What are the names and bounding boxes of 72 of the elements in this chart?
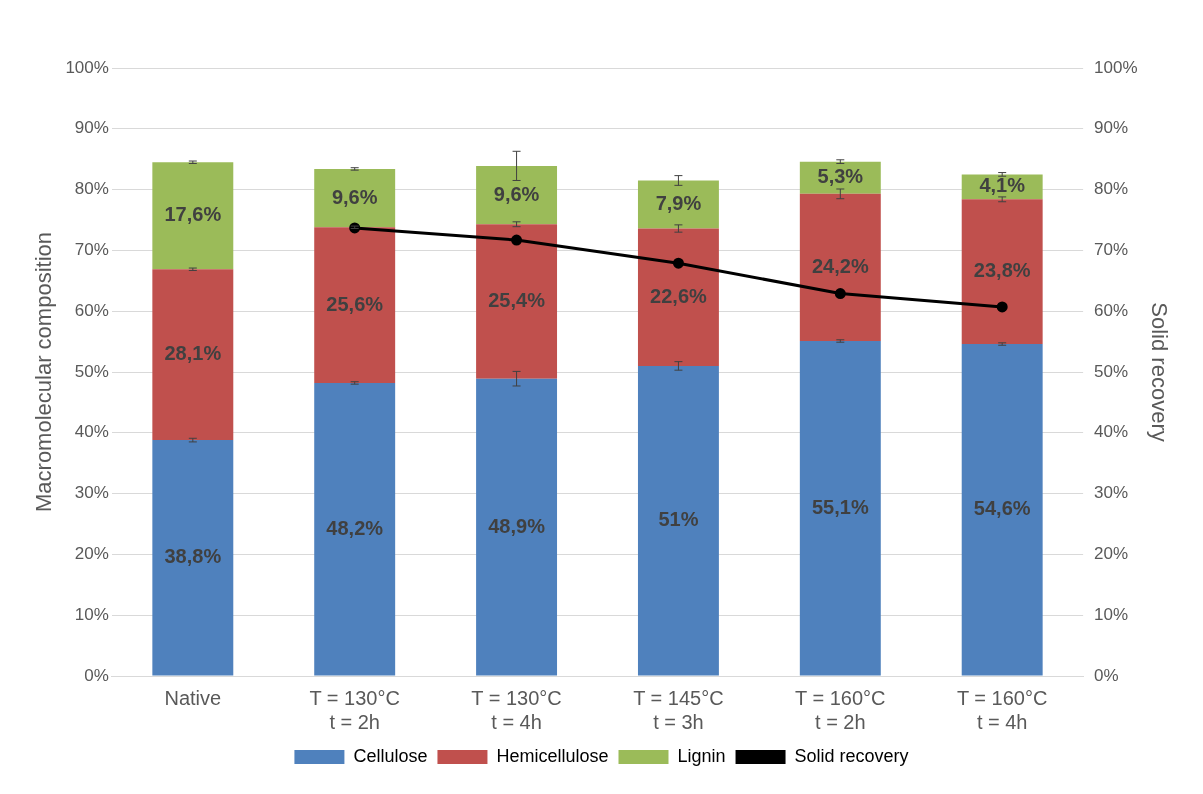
y-tick-label: 70%: [74, 240, 109, 260]
y2-tick-label: 50%: [1094, 361, 1129, 381]
bar: [152, 162, 234, 270]
data-label: 25,4%: [488, 288, 546, 311]
data-label: 55,1%: [811, 495, 869, 518]
legend-label: Lignin: [677, 745, 726, 766]
y-tick-label: 50%: [74, 361, 109, 381]
y2-tick-label: 60%: [1094, 300, 1129, 320]
x-tick-label: T = 160°C t = 4h: [956, 686, 1048, 733]
bar: [314, 227, 396, 383]
bar: [476, 378, 558, 676]
legend-label: Solid recovery: [794, 745, 909, 766]
data-label: 17,6%: [164, 203, 222, 226]
data-label: 7,9%: [655, 192, 702, 215]
y-tick-label: 30%: [74, 483, 109, 503]
y-tick-label: 0%: [84, 665, 109, 685]
data-label: 48,9%: [488, 514, 546, 537]
x-tick-label: T = 160°C t = 2h: [795, 686, 886, 733]
y2-tick-label: 30%: [1094, 483, 1129, 503]
data-label: 48,2%: [326, 516, 384, 539]
data-label: 22,6%: [650, 284, 707, 307]
data-label: 9,6%: [331, 185, 378, 208]
y2-tick-label: 70%: [1094, 240, 1129, 260]
legend-label: Cellulose: [353, 745, 428, 766]
bar: [152, 440, 234, 676]
point: [834, 288, 846, 300]
y-tick-label: 60%: [74, 300, 109, 320]
data-label: 38,8%: [164, 545, 222, 568]
data-label: 9,6%: [493, 182, 540, 205]
y-tick-label: 90%: [74, 118, 109, 138]
y-tick-label: 100%: [65, 57, 109, 77]
legend-label: Hemicellulose: [496, 745, 609, 766]
bar: [476, 224, 558, 379]
bar: [799, 340, 881, 676]
y2-tick-label: 40%: [1094, 422, 1129, 442]
bar: [637, 180, 719, 229]
y2-tick-label: 0%: [1094, 665, 1119, 685]
data-label: 4,1%: [979, 174, 1026, 197]
y2-tick-label: 80%: [1094, 179, 1129, 199]
point: [511, 234, 523, 246]
data-label: 51%: [658, 508, 699, 531]
x-tick-label: T = 130°C t = 4h: [471, 686, 562, 733]
data-label: 5,3%: [817, 165, 864, 188]
point: [672, 257, 684, 269]
data-label: 28,1%: [164, 342, 222, 365]
x-tick-label: T = 130°C t = 2h: [309, 686, 400, 733]
bar: [314, 382, 396, 676]
bar: [476, 165, 558, 225]
data-label: 24,2%: [811, 254, 869, 277]
bar: [961, 344, 1043, 676]
y-tick-label: 80%: [74, 179, 109, 199]
bar: [799, 193, 881, 341]
y2-axis-title: Solid recovery: [1146, 302, 1172, 442]
y-tick-label: 40%: [74, 422, 109, 442]
y2-tick-label: 10%: [1094, 604, 1129, 624]
y-tick-label: 10%: [74, 604, 109, 624]
y-axis-title: Macromolecular composition: [31, 232, 57, 512]
bar: [637, 365, 719, 676]
x-tick-label: Native: [164, 686, 222, 709]
data-label: 25,6%: [326, 292, 384, 315]
point: [996, 301, 1008, 313]
x-tick-label: T = 145°C t = 3h: [633, 686, 724, 733]
bar: [637, 228, 719, 366]
bar: [314, 168, 396, 228]
bar: [961, 199, 1043, 345]
y2-tick-label: 20%: [1094, 544, 1129, 564]
data-label: 54,6%: [973, 497, 1031, 520]
data-label: 23,8%: [973, 259, 1031, 282]
y-tick-label: 20%: [74, 544, 109, 564]
y2-tick-label: 90%: [1094, 118, 1129, 138]
y2-tick-label: 100%: [1094, 57, 1138, 77]
bar: [152, 269, 234, 441]
